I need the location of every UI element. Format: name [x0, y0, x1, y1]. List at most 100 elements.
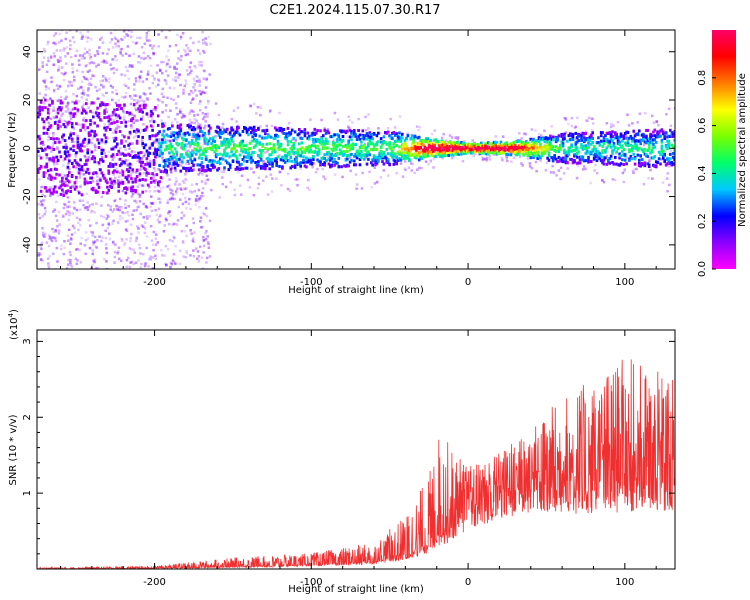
heatmap-noise-cell — [105, 267, 108, 269]
heatmap-cell — [563, 137, 566, 141]
heatmap-noise-cell — [113, 128, 117, 132]
heatmap-cell — [487, 152, 490, 156]
heatmap-cell — [165, 146, 168, 149]
heatmap-cell — [264, 162, 267, 166]
heatmap-cell — [257, 161, 260, 165]
heatmap-noise-cell — [153, 77, 156, 80]
heatmap-cell — [660, 147, 664, 151]
heatmap-cell — [92, 101, 95, 105]
heatmap-cell — [351, 147, 355, 151]
heatmap-cell — [68, 153, 71, 157]
heatmap-cell — [80, 168, 84, 172]
heatmap-cell — [375, 147, 379, 151]
heatmap-cell — [614, 132, 617, 136]
heatmap-cell — [250, 160, 253, 164]
heatmap-cell — [243, 159, 246, 163]
heatmap-cell — [645, 134, 648, 138]
heatmap-noise-cell — [93, 148, 97, 152]
heatmap-noise-cell — [204, 124, 207, 128]
heatmap-cell — [633, 142, 637, 146]
heatmap-cell — [151, 134, 154, 138]
heatmap-noise-cell — [85, 98, 88, 101]
heatmap-cell — [402, 144, 405, 148]
heatmap-noise-cell — [104, 142, 107, 145]
heatmap-cell — [384, 131, 387, 134]
heatmap-cell — [370, 148, 373, 151]
heatmap-cell — [58, 186, 61, 190]
heatmap-noise-cell — [93, 260, 96, 264]
heatmap-noise-cell — [52, 90, 56, 93]
heatmap-noise-cell — [661, 181, 665, 184]
heatmap-cell — [511, 142, 514, 146]
heatmap-cell — [99, 118, 102, 122]
heatmap-cell — [109, 117, 112, 121]
heatmap-cell — [666, 157, 669, 161]
heatmap-noise-cell — [189, 36, 192, 40]
heatmap-cell — [372, 148, 376, 151]
heatmap-noise-cell — [171, 121, 174, 124]
heatmap-noise-cell — [162, 95, 165, 99]
heatmap-noise-cell — [125, 265, 128, 269]
heatmap-noise-cell — [176, 187, 179, 190]
heatmap-cell — [285, 132, 288, 136]
heatmap-cell — [619, 145, 623, 149]
heatmap-cell — [168, 151, 171, 155]
heatmap-noise-cell — [128, 247, 132, 250]
heatmap-cell — [499, 151, 503, 155]
heatmap-cell — [44, 165, 47, 169]
heatmap-noise-cell — [42, 56, 46, 59]
heatmap-noise-cell — [551, 164, 554, 168]
heatmap-noise-cell — [139, 168, 143, 171]
heatmap-cell — [268, 158, 271, 162]
heatmap-cell — [251, 150, 254, 154]
heatmap-cell — [536, 153, 539, 157]
heatmap-noise-cell — [53, 208, 57, 211]
heatmap-noise-cell — [160, 154, 164, 157]
heatmap-noise-cell — [183, 84, 186, 88]
heatmap-noise-cell — [112, 208, 116, 211]
heatmap-cell — [522, 147, 525, 151]
heatmap-noise-cell — [666, 190, 669, 193]
heatmap-cell — [419, 155, 422, 159]
heatmap-noise-cell — [108, 237, 112, 241]
heatmap-noise-cell — [195, 182, 198, 186]
heatmap-cell — [588, 138, 592, 142]
heatmap-noise-cell — [136, 192, 140, 196]
heatmap-noise-cell — [143, 172, 146, 175]
heatmap-noise-cell — [137, 55, 141, 58]
heatmap-noise-cell — [74, 155, 78, 158]
heatmap-cell — [551, 159, 555, 163]
heatmap-noise-cell — [142, 184, 145, 187]
heatmap-cell — [323, 163, 326, 167]
heatmap-noise-cell — [188, 71, 192, 75]
heatmap-noise-cell — [184, 178, 187, 181]
heatmap-noise-cell — [161, 177, 164, 181]
heatmap-cell — [636, 153, 640, 157]
heatmap-noise-cell — [78, 54, 82, 57]
heatmap-noise-cell — [537, 132, 541, 136]
heatmap-cell — [116, 153, 119, 157]
heatmap-cell — [180, 136, 184, 140]
heatmap-noise-cell — [96, 161, 99, 164]
heatmap-cell — [56, 158, 60, 162]
heatmap-noise-cell — [192, 41, 195, 45]
heatmap-cell — [305, 165, 308, 169]
heatmap-cell — [166, 147, 170, 151]
heatmap-cell — [386, 130, 390, 134]
heatmap-cell — [216, 168, 219, 172]
heatmap-noise-cell — [195, 194, 199, 198]
heatmap-cell — [125, 187, 129, 191]
heatmap-noise-cell — [66, 196, 70, 199]
heatmap-cell — [564, 161, 568, 165]
heatmap-cell — [447, 154, 451, 157]
heatmap-noise-cell — [248, 186, 252, 189]
heatmap-cell — [41, 108, 44, 112]
heatmap-noise-cell — [206, 178, 210, 181]
heatmap-cell — [456, 147, 459, 151]
heatmap-noise-cell — [205, 78, 208, 82]
heatmap-noise-cell — [197, 122, 200, 125]
heatmap-noise-cell — [96, 97, 99, 101]
heatmap-cell — [158, 130, 161, 134]
heatmap-cell — [213, 150, 216, 154]
heatmap-noise-cell — [137, 243, 141, 246]
